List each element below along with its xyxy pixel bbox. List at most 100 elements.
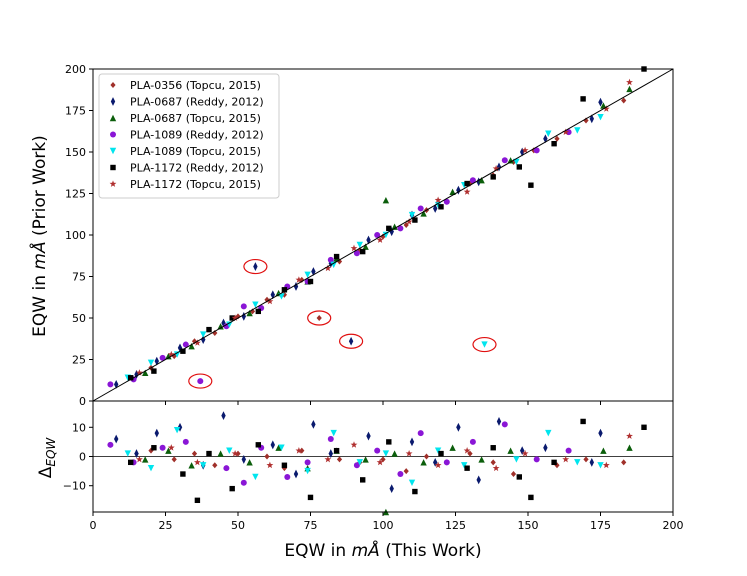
- bottom-point-s2-4: [246, 459, 253, 466]
- y-axis-title-unit: mÅ: [28, 241, 50, 269]
- top-point-s1-7: [253, 262, 258, 271]
- top-point-s5-4: [229, 315, 235, 321]
- bottom-point-s1-10: [328, 449, 333, 458]
- bottom-point-s3-18: [565, 447, 572, 454]
- bottom-point-s6-3: [231, 449, 239, 457]
- top-point-s2-15: [600, 102, 607, 109]
- identity-line: [92, 68, 674, 402]
- top-point-s4-14: [481, 341, 488, 348]
- bottom-point-s3-3: [182, 438, 189, 445]
- top-point-s5-9: [360, 248, 366, 255]
- top-point-s6-3: [231, 314, 239, 321]
- bottom-points-layer: [107, 411, 647, 516]
- top-point-s1-12: [348, 336, 354, 346]
- x-axis-title: EQW in mÅ (This Work): [284, 539, 481, 561]
- bottom-y-tick-label-2: −10: [63, 480, 86, 493]
- top-point-s5-17: [551, 141, 557, 147]
- bottom-point-s3-13: [417, 430, 424, 437]
- top-point-s3-18: [533, 147, 540, 154]
- bottom-point-s3-12: [397, 471, 404, 478]
- top-point-s6-11: [463, 188, 471, 195]
- y-axis-title-part-3: (Prior Work): [30, 135, 50, 241]
- x-axis-title-part-3: (This Work): [380, 541, 482, 561]
- bottom-point-s3-2: [159, 444, 166, 451]
- top-point-s3-10: [327, 256, 334, 263]
- top-point-s3-14: [417, 205, 424, 212]
- legend-label-0: PLA-0356 (Topcu, 2015): [130, 79, 261, 92]
- top-point-s1-23: [598, 97, 603, 107]
- top-point-s6-6: [324, 264, 332, 272]
- bottom-point-s5-3: [194, 497, 201, 504]
- bottom-point-s3-8: [304, 459, 311, 466]
- bottom-point-s1-0: [114, 434, 119, 444]
- top-point-s5-2: [180, 348, 186, 354]
- bottom-x-tick-label-7: 175: [590, 519, 611, 532]
- outlier-ring-0: [243, 258, 268, 275]
- top-point-s5-14: [490, 174, 496, 180]
- bottom-point-s4-0: [124, 450, 131, 457]
- bottom-point-s4-9: [356, 459, 363, 466]
- bottom-point-s0-6: [281, 465, 287, 472]
- top-point-s2-0: [142, 369, 149, 376]
- top-point-s3-2: [159, 354, 166, 361]
- bottom-point-s2-11: [420, 459, 427, 466]
- bottom-point-s2-1: [165, 447, 172, 454]
- bottom-y-tick-label-1: 0: [79, 451, 86, 464]
- residual-axis-title-delta: Δ: [36, 466, 56, 478]
- top-point-s5-16: [528, 182, 534, 188]
- bottom-point-s4-13: [461, 462, 468, 469]
- top-point-s5-0: [128, 375, 134, 381]
- bottom-point-s6-2: [193, 458, 201, 466]
- y-axis-title: EQW in mÅ (Prior Work): [28, 135, 50, 337]
- top-point-s0-9: [316, 315, 322, 321]
- bottom-point-s6-11: [463, 447, 471, 454]
- bottom-point-s0-16: [510, 471, 517, 478]
- residual-axis-title-sub: EQW: [44, 437, 58, 467]
- top-point-s2-16: [626, 85, 633, 93]
- top-point-s4-10: [382, 231, 390, 239]
- bottom-point-s3-17: [533, 456, 540, 463]
- top-y-tick-label-0: 0: [79, 395, 86, 408]
- bottom-point-s3-7: [284, 473, 291, 480]
- bottom-point-s4-3: [200, 462, 207, 469]
- legend: PLA-0356 (Topcu, 2015) PLA-0687 (Reddy, 2…: [98, 73, 280, 199]
- bottom-point-s1-19: [543, 443, 548, 453]
- top-point-s2-11: [420, 210, 427, 217]
- bottom-point-s6-16: [626, 432, 633, 439]
- bottom-point-s3-5: [240, 479, 247, 486]
- bottom-point-s5-6: [255, 442, 261, 448]
- top-point-s2-14: [507, 157, 514, 164]
- outlier-ring-2: [339, 333, 364, 349]
- top-point-s6-9: [405, 218, 413, 225]
- top-point-s6-16: [626, 78, 633, 86]
- bottom-point-s3-0: [107, 441, 114, 448]
- top-point-s4-11: [408, 211, 416, 219]
- top-point-s5-18: [580, 96, 586, 102]
- bottom-point-s0-18: [583, 456, 589, 463]
- bottom-point-s5-5: [229, 485, 235, 492]
- bottom-point-s6-10: [434, 461, 442, 469]
- top-point-s5-10: [386, 225, 392, 232]
- bottom-point-s6-0: [135, 455, 143, 463]
- legend-label-1: PLA-0687 (Reddy, 2012): [130, 96, 264, 109]
- bottom-point-s6-6: [324, 455, 332, 463]
- bottom-point-s4-8: [330, 429, 337, 437]
- bottom-point-s5-16: [516, 474, 522, 480]
- top-point-s3-17: [501, 157, 508, 164]
- top-point-s1-1: [134, 370, 139, 379]
- bottom-point-s4-2: [173, 427, 181, 434]
- top-point-s4-6: [278, 293, 285, 300]
- top-point-s5-5: [255, 308, 261, 315]
- bottom-point-s2-12: [449, 444, 456, 451]
- bottom-point-s4-17: [597, 462, 604, 469]
- bottom-x-tick-label-2: 50: [231, 519, 245, 532]
- bottom-point-s6-15: [602, 461, 610, 469]
- bottom-point-s1-16: [476, 475, 481, 485]
- bottom-point-s0-1: [171, 456, 177, 463]
- top-point-s6-10: [434, 196, 442, 204]
- bottom-point-s5-14: [464, 465, 470, 471]
- top-point-s4-3: [200, 331, 207, 338]
- bottom-point-s0-15: [490, 459, 496, 466]
- bottom-point-s6-8: [376, 458, 384, 466]
- residual-axis-title: ΔEQW: [36, 437, 58, 479]
